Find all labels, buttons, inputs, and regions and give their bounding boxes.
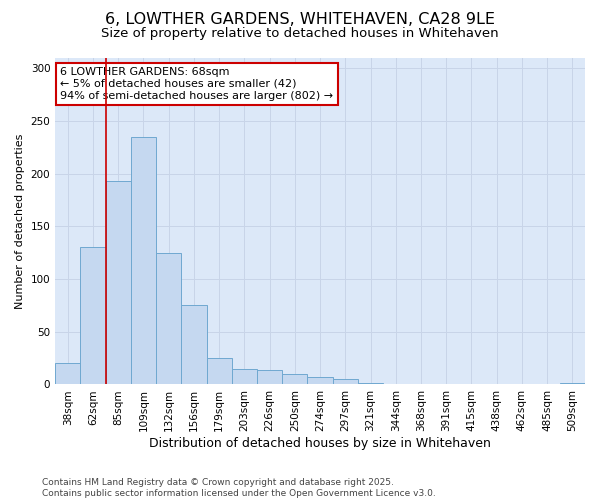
Text: 6, LOWTHER GARDENS, WHITEHAVEN, CA28 9LE: 6, LOWTHER GARDENS, WHITEHAVEN, CA28 9LE <box>105 12 495 28</box>
Bar <box>332 379 358 384</box>
Bar <box>257 370 282 384</box>
X-axis label: Distribution of detached houses by size in Whitehaven: Distribution of detached houses by size … <box>149 437 491 450</box>
Bar <box>206 358 232 384</box>
Text: Contains HM Land Registry data © Crown copyright and database right 2025.
Contai: Contains HM Land Registry data © Crown c… <box>42 478 436 498</box>
Text: 6 LOWTHER GARDENS: 68sqm
← 5% of detached houses are smaller (42)
94% of semi-de: 6 LOWTHER GARDENS: 68sqm ← 5% of detache… <box>61 68 334 100</box>
Bar <box>131 136 156 384</box>
Bar <box>156 252 181 384</box>
Bar <box>106 181 131 384</box>
Bar <box>181 306 206 384</box>
Bar <box>80 248 106 384</box>
Bar <box>232 368 257 384</box>
Bar <box>307 377 332 384</box>
Bar <box>55 364 80 384</box>
Text: Size of property relative to detached houses in Whitehaven: Size of property relative to detached ho… <box>101 28 499 40</box>
Y-axis label: Number of detached properties: Number of detached properties <box>15 134 25 308</box>
Bar <box>282 374 307 384</box>
